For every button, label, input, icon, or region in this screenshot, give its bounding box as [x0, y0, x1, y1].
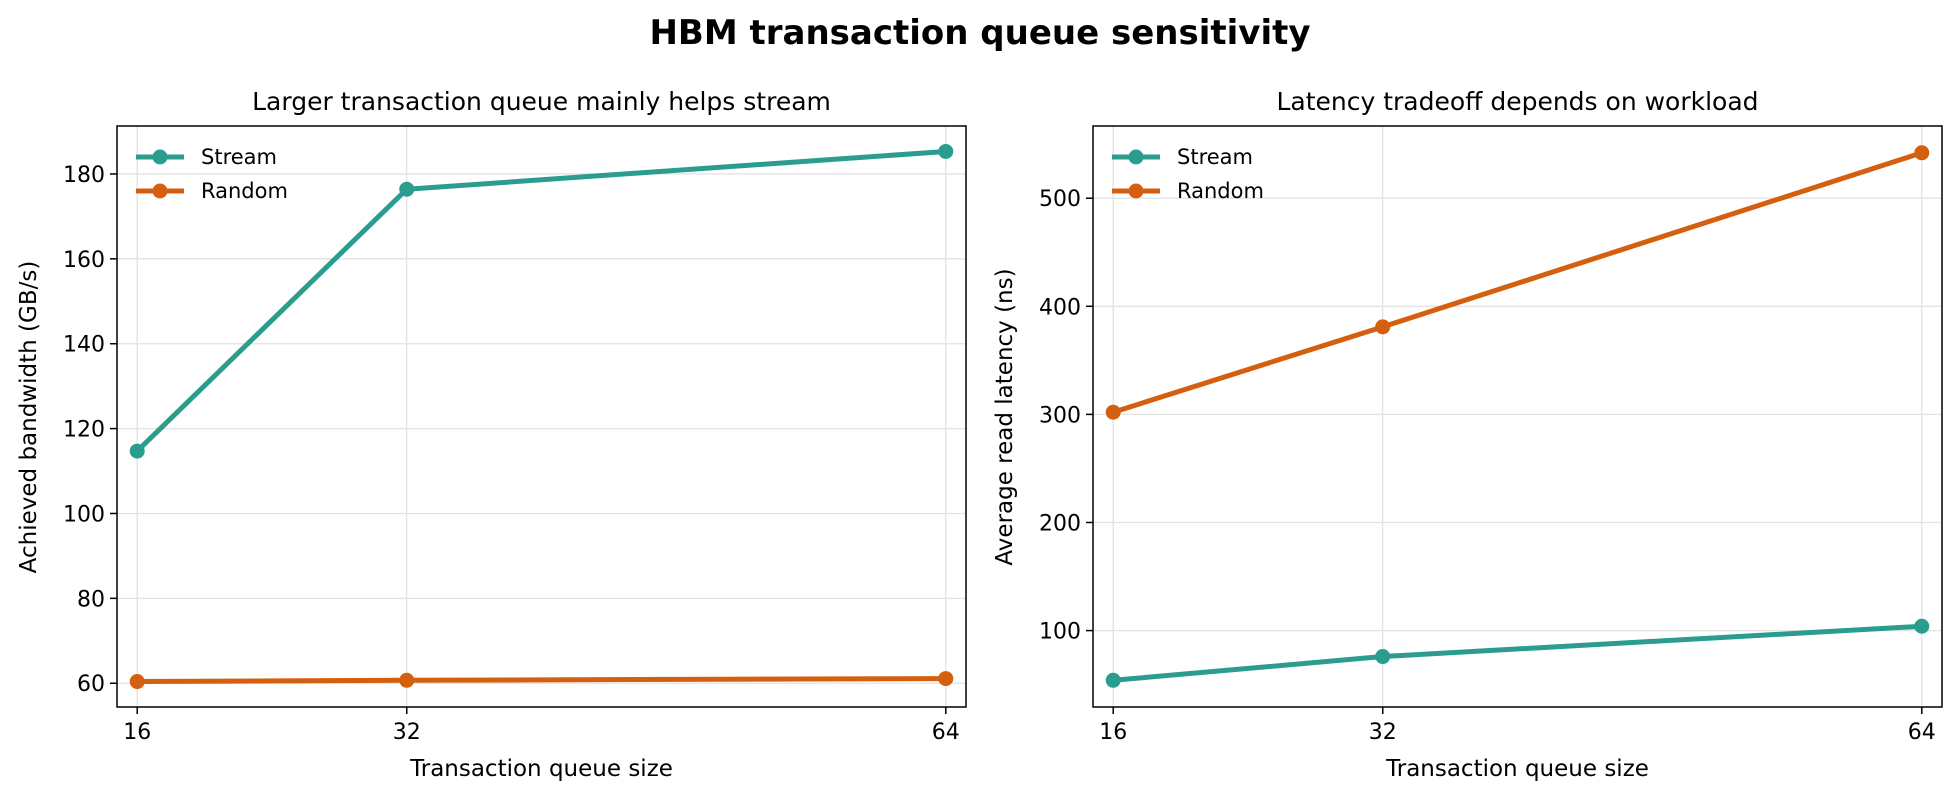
panel-title: Larger transaction queue mainly helps st…	[252, 87, 831, 116]
gridlines	[117, 126, 966, 707]
legend-label-random: Random	[1177, 179, 1264, 203]
panel-bandwidth: Larger transaction queue mainly helps st…	[16, 87, 967, 782]
series-line-random	[134, 676, 949, 685]
legend-marker-random	[1128, 183, 1144, 199]
legend-marker-random	[152, 183, 168, 199]
x-axis-label: Transaction queue size	[409, 756, 673, 782]
plot-frame	[116, 125, 967, 708]
y-tick-label: 100	[1039, 620, 1081, 645]
data-point-stream	[1375, 649, 1391, 665]
x-axis-label: Transaction queue size	[1385, 756, 1649, 782]
y-tick-label: 180	[63, 163, 105, 188]
data-point-random	[1914, 145, 1930, 161]
legend: Stream Random	[1112, 145, 1264, 203]
series-line-stream	[1110, 623, 1925, 683]
panel-latency: Latency tradeoff depends on workload Tra…	[992, 87, 1943, 782]
data-point-random	[1375, 319, 1391, 335]
legend-label-stream: Stream	[201, 145, 277, 169]
data-point-stream	[399, 181, 415, 197]
y-tick-label: 80	[77, 587, 105, 612]
y-tick-label: 60	[77, 672, 105, 697]
legend-marker-stream	[152, 149, 168, 165]
x-tick-label: 16	[123, 720, 151, 745]
y-axis-label: Achieved bandwidth (GB/s)	[16, 261, 42, 574]
x-tick-label: 64	[932, 720, 960, 745]
data-point-random	[1105, 404, 1121, 420]
gridlines	[1093, 126, 1942, 707]
data-point-stream	[129, 443, 145, 459]
legend: Stream Random	[136, 145, 288, 203]
data-point-stream	[1105, 672, 1121, 688]
y-tick-label: 400	[1039, 295, 1081, 320]
legend-marker-stream	[1128, 149, 1144, 165]
data-point-random	[399, 672, 415, 688]
x-tick-label: 64	[1908, 720, 1936, 745]
x-tick-label: 32	[1369, 720, 1397, 745]
plot-frame	[1092, 125, 1943, 708]
y-tick-label: 100	[63, 502, 105, 527]
legend-label-stream: Stream	[1177, 145, 1253, 169]
data-point-random	[938, 671, 954, 687]
data-point-stream	[1914, 618, 1930, 634]
x-tick-label: 32	[393, 720, 421, 745]
figure-title: HBM transaction queue sensitivity	[649, 13, 1310, 53]
y-axis-label: Average read latency (ns)	[992, 268, 1018, 565]
y-tick-label: 160	[63, 248, 105, 273]
y-tick-label: 500	[1039, 187, 1081, 212]
y-tick-label: 120	[63, 418, 105, 443]
data-point-random	[129, 674, 145, 690]
y-tick-label: 140	[63, 333, 105, 358]
legend-label-random: Random	[201, 179, 288, 203]
y-tick-label: 200	[1039, 511, 1081, 536]
x-tick-label: 16	[1099, 720, 1127, 745]
data-point-stream	[938, 143, 954, 159]
y-tick-label: 300	[1039, 403, 1081, 428]
panel-title: Latency tradeoff depends on workload	[1276, 87, 1758, 116]
